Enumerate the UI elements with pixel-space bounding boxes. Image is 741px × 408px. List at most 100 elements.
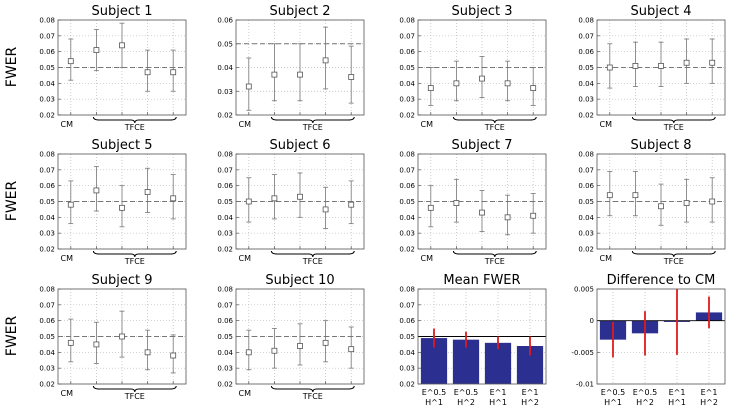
x-label-tfce: TFCE (484, 123, 505, 132)
y-tick-label: 0.04 (578, 214, 594, 222)
y-tick-label: 0.06 (39, 317, 55, 325)
y-tick-label: 0.03 (578, 96, 594, 104)
x-tick-label-line: E^0.5 (601, 388, 625, 397)
x-tick-label-line: E^1 (701, 388, 718, 397)
y-tick-label: 0.08 (39, 151, 55, 159)
data-point (170, 69, 177, 76)
x-tick-label-line: H^1 (425, 398, 443, 407)
panels: Subject 1 0.02 0.03 0.04 0.05 0.06 0.07 0.08 CM T… (39, 4, 726, 407)
x-tick-label-line: E^1 (490, 388, 507, 397)
data-point (93, 47, 100, 53)
data-point (348, 74, 355, 80)
x-tick-label-line: E^0.5 (633, 388, 657, 397)
y-tick-label: 0.04 (217, 349, 233, 357)
y-tick-label: 0.06 (217, 317, 233, 325)
x-tick-label: E^1 H^2 (700, 388, 718, 407)
x-tick-label: E^0.5 H^1 (422, 388, 446, 407)
x-label-cm: CM (61, 389, 74, 398)
y-tick-label: 0.05 (399, 198, 415, 206)
y-tick-label: 0.06 (578, 182, 594, 190)
chart-title: Subject 9 (91, 273, 152, 288)
y-tick-label: 0.04 (578, 80, 594, 88)
x-tick-label-line: H^2 (636, 398, 654, 407)
axes-frame (235, 19, 365, 116)
y-tick-label: 0.06 (217, 17, 233, 25)
axes-frame (596, 153, 726, 250)
data-point (271, 195, 278, 202)
data-point (658, 63, 664, 69)
data-point (144, 69, 151, 76)
chart-panel-5: Subject 5 0.02 0.03 0.04 0.05 0.06 0.07 0.08 CM T… (39, 138, 187, 266)
chart-title: Mean FWER (443, 273, 520, 288)
y-axis-label-row-3: FWER (4, 315, 20, 356)
x-label-tfce: TFCE (302, 123, 323, 132)
y-tick-label: 0.07 (399, 166, 415, 174)
x-tick-label-line: E^1 (669, 388, 686, 397)
data-point (427, 85, 434, 91)
tfce-brace (270, 116, 355, 124)
axes-frame (57, 288, 187, 385)
y-tick-label: 0.08 (399, 17, 415, 25)
x-label-cm: CM (600, 120, 613, 129)
y-tick-label: 0.08 (578, 151, 594, 159)
y-tick-label: 0.04 (399, 214, 415, 222)
y-tick-label: 0.06 (217, 182, 233, 190)
data-point (632, 63, 639, 69)
chart-title: Subject 10 (265, 273, 334, 288)
y-tick-label: 0.005 (574, 286, 594, 294)
x-label-cm: CM (239, 254, 252, 263)
data-point (245, 198, 252, 205)
x-label-tfce: TFCE (302, 392, 323, 401)
y-axis-label-row-2: FWER (4, 180, 20, 221)
chart-panel-8: Subject 8 0.02 0.03 0.04 0.05 0.06 0.07 0.08 CM T… (578, 138, 726, 266)
y-tick-label: 0.03 (217, 230, 233, 238)
data-point (67, 339, 74, 346)
axes-frame (57, 153, 187, 250)
data-point (245, 83, 252, 90)
chart-panel-4: Subject 4 0.02 0.03 0.04 0.05 0.06 0.07 0.08 CM T… (578, 4, 726, 132)
x-label-cm: CM (600, 254, 613, 263)
y-tick-label: 0.07 (39, 301, 55, 309)
y-tick-label: 0.05 (39, 64, 55, 72)
x-label-tfce: TFCE (124, 257, 145, 266)
y-tick-label: 0.02 (217, 246, 233, 254)
y-tick-label: 0.05 (578, 64, 594, 72)
data-point (67, 58, 74, 65)
x-label-tfce: TFCE (124, 123, 145, 132)
axes-frame (417, 288, 547, 385)
y-tick-label: 0.05 (39, 198, 55, 206)
y-tick-label: 0.07 (217, 166, 233, 174)
tfce-brace (270, 385, 355, 393)
data-point (119, 42, 125, 49)
x-tick-label-line: E^0.5 (454, 388, 478, 397)
y-tick-label: 0.08 (399, 151, 415, 159)
data-point (453, 200, 460, 206)
y-tick-label: 0.02 (399, 381, 415, 389)
y-tick-label: -0.01 (576, 381, 594, 389)
data-point (348, 346, 355, 353)
axes-frame (235, 288, 365, 385)
y-tick-label: 0.02 (39, 112, 55, 120)
x-label-tfce: TFCE (484, 257, 505, 266)
data-point (119, 204, 125, 211)
axes-frame (235, 153, 365, 250)
y-tick-label: 0.08 (578, 17, 594, 25)
y-tick-label: 0.04 (39, 349, 55, 357)
data-point (170, 352, 177, 359)
data-point (119, 333, 125, 340)
y-tick-label: 0.04 (399, 80, 415, 88)
data-point (170, 195, 177, 202)
data-point (322, 206, 329, 213)
axes-frame (596, 288, 726, 385)
y-tick-label: 0.07 (399, 32, 415, 40)
chart-title: Subject 5 (91, 138, 152, 153)
data-point (67, 201, 74, 208)
data-point (504, 214, 511, 221)
x-label-cm: CM (239, 389, 252, 398)
x-tick-label: E^1 H^1 (668, 388, 686, 407)
y-tick-label: 0.03 (217, 365, 233, 373)
data-point (271, 71, 278, 78)
y-tick-label: 0.03 (39, 365, 55, 373)
